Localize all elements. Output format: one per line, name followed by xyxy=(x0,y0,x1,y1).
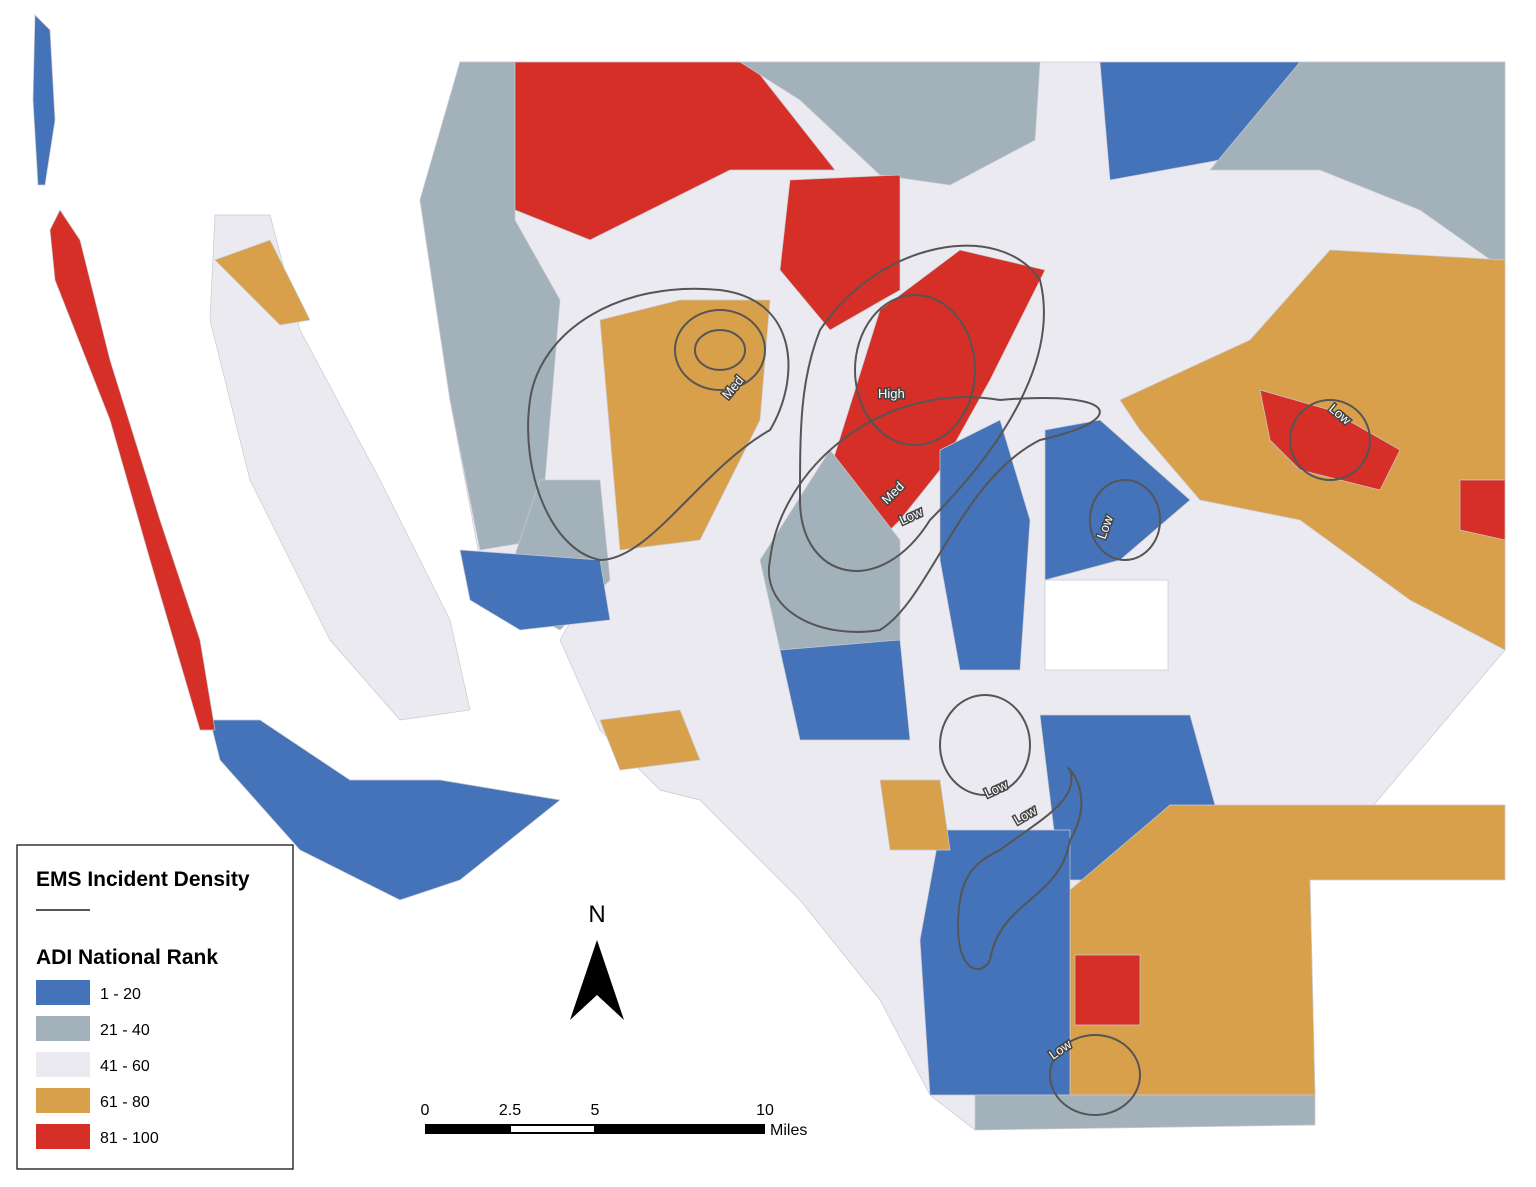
contour xyxy=(1289,399,1371,481)
tracts xyxy=(419,61,1506,1131)
scale-tick-label: 0 xyxy=(421,1102,430,1119)
contour xyxy=(674,309,766,391)
contour-label: High xyxy=(878,386,905,401)
legend-title: EMS Incident Density xyxy=(36,868,250,891)
arrow-left xyxy=(570,940,597,1020)
tract xyxy=(939,419,1031,671)
tract xyxy=(1209,61,1506,271)
barrier-island xyxy=(32,14,56,186)
tract xyxy=(759,449,901,651)
tract xyxy=(599,299,771,551)
legend-label: 41 - 60 xyxy=(100,1058,150,1075)
tract xyxy=(1074,954,1141,1026)
scale-tick-label: 2.5 xyxy=(499,1102,521,1119)
contour xyxy=(1049,1034,1141,1116)
scale-tick-label: 5 xyxy=(591,1102,600,1119)
scale-tick-label: 10 xyxy=(756,1102,774,1119)
tract xyxy=(1259,389,1401,491)
legend-label: 81 - 100 xyxy=(100,1130,159,1147)
density-contours xyxy=(527,244,1371,1116)
tract xyxy=(879,779,951,851)
tract xyxy=(1459,479,1506,541)
legend-swatch xyxy=(36,1124,90,1149)
contour xyxy=(939,694,1031,796)
tract xyxy=(779,639,911,741)
arrow-right xyxy=(597,940,624,1020)
contour xyxy=(767,396,1101,633)
tract xyxy=(459,549,611,631)
tract xyxy=(209,719,561,901)
legend-frame xyxy=(16,844,294,1170)
scale-unit: Miles xyxy=(770,1122,807,1139)
legend-label: 1 - 20 xyxy=(100,986,141,1003)
tract xyxy=(738,61,1041,186)
contour xyxy=(798,244,1045,572)
contour xyxy=(957,767,1083,970)
legend-swatch xyxy=(36,1052,90,1077)
tract xyxy=(974,1094,1316,1131)
tract xyxy=(919,829,1071,1096)
legend-label: 21 - 40 xyxy=(100,1022,150,1039)
legend-swatch xyxy=(36,1088,90,1113)
legend-swatch xyxy=(36,980,90,1005)
tract xyxy=(779,174,901,331)
legend-swatch xyxy=(36,1016,90,1041)
scale-segment xyxy=(425,1124,765,1134)
contour xyxy=(1089,479,1161,561)
tract xyxy=(599,709,701,771)
legend: EMS Incident Density ADI National Rank 1… xyxy=(16,844,294,1170)
tract xyxy=(1069,804,1506,1096)
contour xyxy=(527,287,790,562)
legend-label: 61 - 80 xyxy=(100,1094,150,1111)
contour xyxy=(694,329,746,371)
north-arrow: N xyxy=(570,901,624,1020)
barrier-island xyxy=(49,209,216,731)
tract xyxy=(214,239,311,326)
scale-bar: 0 2.5 5 10 Miles xyxy=(421,1102,808,1139)
contour xyxy=(854,294,976,446)
scale-segment xyxy=(511,1126,594,1132)
tract xyxy=(1044,579,1169,671)
legend-title: ADI National Rank xyxy=(36,946,218,969)
north-label: N xyxy=(588,901,605,928)
